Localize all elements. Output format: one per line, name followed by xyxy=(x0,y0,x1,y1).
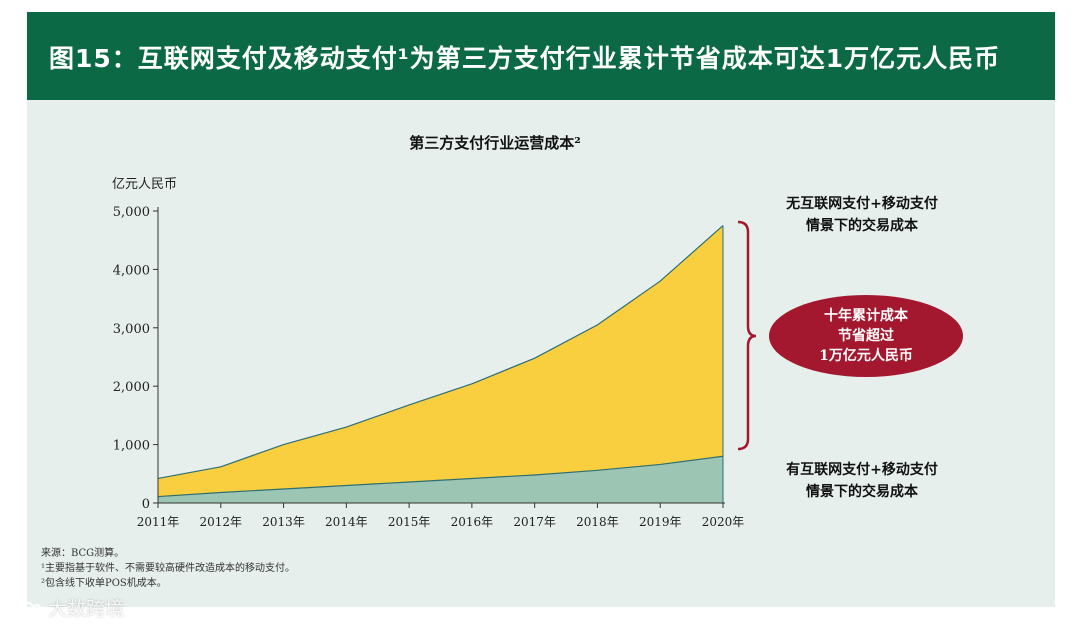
y-tick-label: 1,000 xyxy=(113,439,150,454)
x-tick-label: 2011年 xyxy=(137,515,180,529)
x-tick-label: 2015年 xyxy=(388,515,431,529)
y-axis-label: 亿元人民币 xyxy=(112,177,177,192)
x-tick-label: 2019年 xyxy=(639,515,682,529)
figure-header: 图15：互联网支付及移动支付¹为第三方支付行业累计节省成本可达1万亿元人民币 xyxy=(27,12,1055,100)
x-tick-label: 2018年 xyxy=(576,515,619,529)
figure-title: 图15：互联网支付及移动支付¹为第三方支付行业累计节省成本可达1万亿元人民币 xyxy=(49,44,1001,73)
legend-top-line-2: 情景下的交易成本 xyxy=(806,217,919,234)
footnote-1: ¹主要指基于软件、不需要较高硬件改造成本的移动支付。 xyxy=(41,563,296,574)
series-line-without-digital-payment xyxy=(157,225,724,480)
x-tick-label: 2020年 xyxy=(702,515,745,529)
series-area-without-digital-payment xyxy=(158,225,723,497)
callout-line-3: 1万亿元人民币 xyxy=(819,347,913,364)
plot-area: 0 1,000 2,000 3,000 4,000 5,000 2011年 2012年 2013… xyxy=(113,205,744,529)
x-tick-label: 2012年 xyxy=(200,515,243,529)
legend-top-line-1: 无互联网支付+移动支付 xyxy=(785,195,938,212)
watermark-text: 大数跨境 xyxy=(48,598,125,620)
chart-title: 第三方支付行业运营成本² xyxy=(409,134,581,152)
footnote-source: 来源：BCG测算。 xyxy=(41,548,125,559)
legend-bottom-line-1: 有互联网支付+移动支付 xyxy=(786,461,938,478)
legend-bottom: 有互联网支付+移动支付 情景下的交易成本 xyxy=(786,461,938,500)
x-tick-label: 2014年 xyxy=(325,515,368,529)
callout-line-1: 十年累计成本 xyxy=(824,307,909,324)
savings-bracket xyxy=(737,220,757,451)
brand-logo-icon xyxy=(10,600,41,614)
y-tick-label: 0 xyxy=(142,497,150,512)
y-tick-label: 5,000 xyxy=(113,205,150,220)
watermark: 大数跨境 xyxy=(8,594,124,621)
series-area-with-digital-payment xyxy=(158,456,723,503)
legend-bottom-line-2: 情景下的交易成本 xyxy=(806,483,919,500)
x-tick-label: 2017年 xyxy=(513,515,556,529)
footnote-2: ²包含线下收单POS机成本。 xyxy=(41,578,167,589)
series-line-with-digital-payment xyxy=(157,455,724,498)
savings-callout-badge xyxy=(769,295,963,377)
y-tick-label: 3,000 xyxy=(113,322,150,337)
x-tick-label: 2013年 xyxy=(262,515,305,529)
footnotes: 来源：BCG测算。 ¹主要指基于软件、不需要较高硬件改造成本的移动支付。 ²包含… xyxy=(41,546,295,591)
y-tick-label: 2,000 xyxy=(113,380,150,395)
y-tick-label: 4,000 xyxy=(113,263,150,278)
x-tick-label: 2016年 xyxy=(451,515,494,529)
legend-top: 无互联网支付+移动支付 情景下的交易成本 xyxy=(785,195,938,234)
callout-line-2: 节省超过 xyxy=(838,327,894,344)
